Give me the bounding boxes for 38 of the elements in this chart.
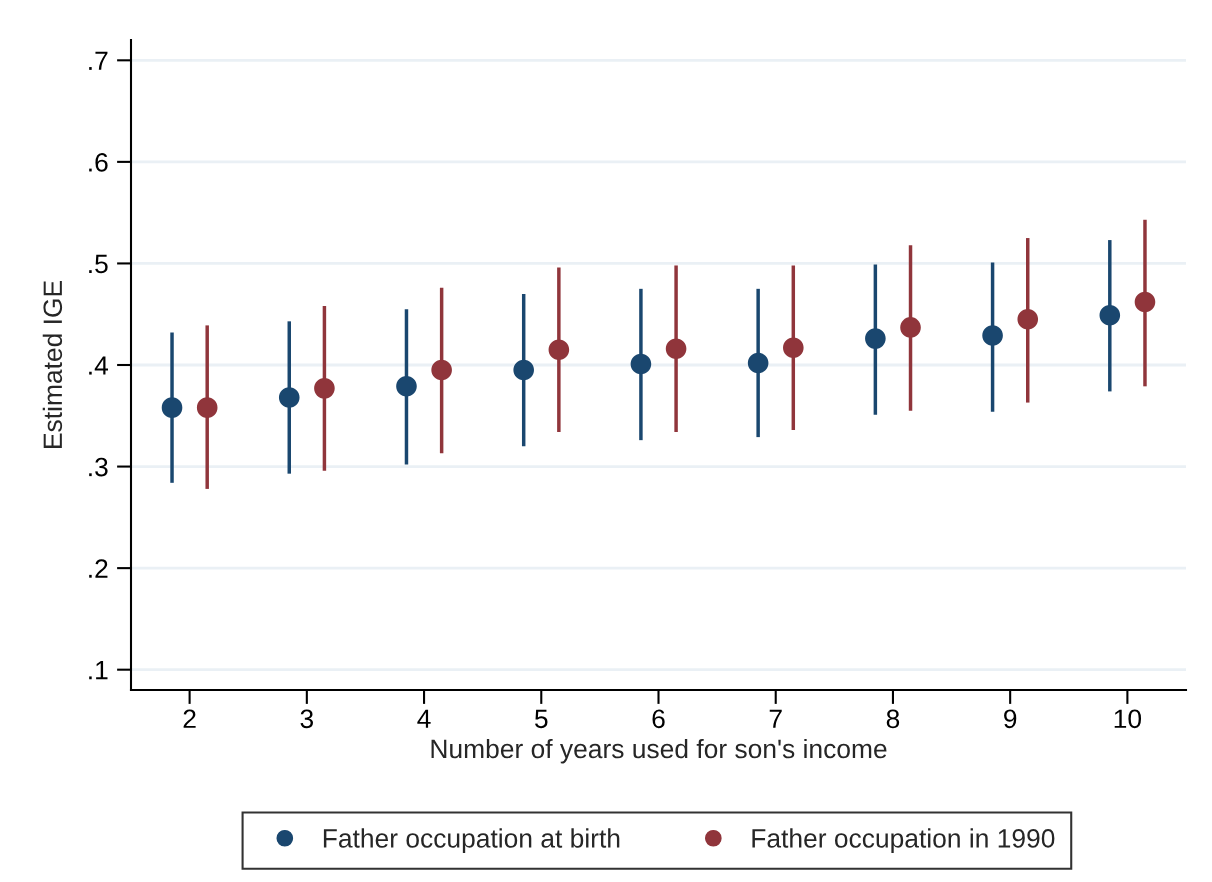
point [278, 387, 300, 408]
point [396, 376, 417, 397]
point [1099, 304, 1121, 326]
x-tick-label: 9 [1004, 709, 1017, 729]
point [783, 337, 804, 359]
point [161, 397, 183, 418]
y-tick-label: .1 [89, 661, 108, 680]
point [314, 378, 335, 399]
point [665, 338, 687, 360]
y-axis-title: Estimated IGE [42, 281, 63, 448]
legend-label: Father occupation at birth [323, 828, 620, 853]
point [747, 352, 769, 374]
y-tick-label: .7 [89, 51, 108, 70]
x-tick-label: 4 [417, 709, 431, 728]
y-tick-label: .2 [89, 559, 108, 578]
point [630, 353, 652, 375]
y-tick-label: .4 [89, 356, 109, 375]
x-tick-label: 2 [183, 709, 196, 728]
x-axis-title: Number of years used for son's income [431, 738, 887, 764]
point [1134, 291, 1156, 313]
x-tick-label: 8 [886, 709, 900, 729]
x-tick-label: 7 [769, 709, 782, 728]
point [431, 359, 452, 381]
point [1017, 309, 1039, 330]
point [982, 325, 1003, 346]
x-tick-label: 10 [1114, 709, 1142, 729]
x-tick-label: 5 [535, 709, 548, 729]
point [865, 328, 886, 349]
y-tick-label: .5 [89, 254, 108, 274]
y-tick-label: .6 [89, 153, 108, 172]
y-tick-label: .3 [89, 457, 108, 477]
point [196, 397, 218, 418]
point [513, 359, 534, 381]
x-tick-label: 6 [652, 709, 665, 729]
point [548, 339, 570, 361]
point [900, 317, 921, 338]
legend-label: Father occupation in 1990 [752, 828, 1055, 853]
x-tick-label: 3 [300, 709, 314, 729]
